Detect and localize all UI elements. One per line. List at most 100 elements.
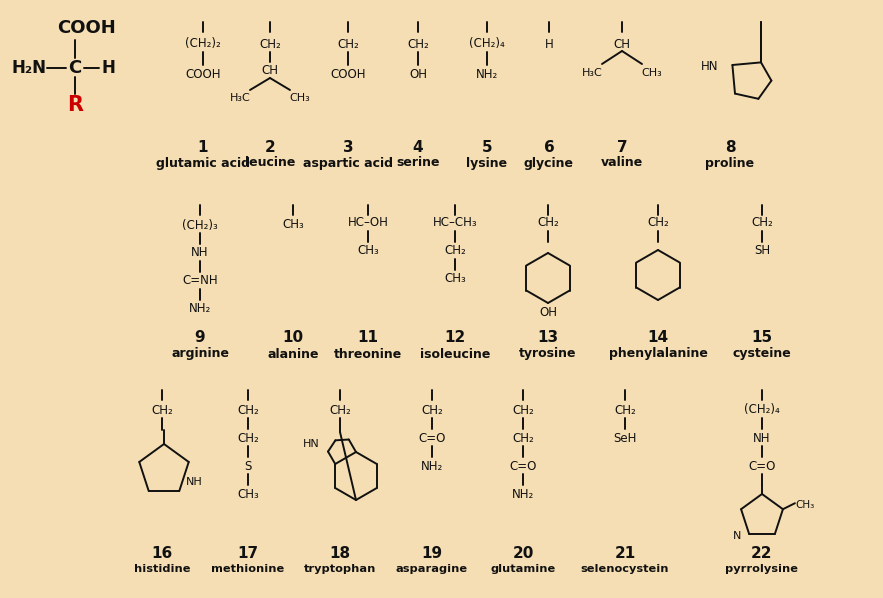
Text: C: C xyxy=(68,59,81,77)
Text: S: S xyxy=(245,459,252,472)
Text: 8: 8 xyxy=(725,141,736,155)
Text: leucine: leucine xyxy=(245,157,295,169)
Text: arginine: arginine xyxy=(171,347,229,361)
Text: 13: 13 xyxy=(538,331,559,346)
Text: 9: 9 xyxy=(194,331,206,346)
Text: C=O: C=O xyxy=(419,432,446,444)
Text: CH₃: CH₃ xyxy=(357,245,379,258)
Text: 7: 7 xyxy=(616,141,627,155)
Text: (CH₂)₄: (CH₂)₄ xyxy=(744,404,780,416)
Text: CH₂: CH₂ xyxy=(751,216,773,230)
Text: CH₂: CH₂ xyxy=(407,38,429,50)
Text: cysteine: cysteine xyxy=(733,347,791,361)
Text: HC–CH₃: HC–CH₃ xyxy=(433,216,478,230)
Text: 16: 16 xyxy=(151,545,172,560)
Text: CH₃: CH₃ xyxy=(642,68,662,78)
Text: SH: SH xyxy=(754,245,770,258)
Text: phenylalanine: phenylalanine xyxy=(608,347,707,361)
Text: glycine: glycine xyxy=(524,157,574,169)
Text: 6: 6 xyxy=(544,141,555,155)
Text: HN: HN xyxy=(701,60,719,74)
Text: aspartic acid: aspartic acid xyxy=(303,157,393,169)
Text: CH: CH xyxy=(261,65,278,78)
Text: 3: 3 xyxy=(343,141,353,155)
Text: histidine: histidine xyxy=(133,564,190,574)
Text: CH₂: CH₂ xyxy=(329,404,351,416)
Text: CH₂: CH₂ xyxy=(537,216,559,230)
Text: valine: valine xyxy=(600,157,643,169)
Text: CH₂: CH₂ xyxy=(337,38,358,50)
Text: glutamine: glutamine xyxy=(490,564,555,574)
Text: SeH: SeH xyxy=(614,432,637,444)
Text: CH₂: CH₂ xyxy=(238,404,259,416)
Text: methionine: methionine xyxy=(211,564,284,574)
Text: alanine: alanine xyxy=(268,347,319,361)
Text: H: H xyxy=(101,59,115,77)
Text: OH: OH xyxy=(409,68,427,81)
Text: pyrrolysine: pyrrolysine xyxy=(726,564,798,574)
Text: CH₃: CH₃ xyxy=(444,273,466,285)
Text: CH₂: CH₂ xyxy=(151,404,173,416)
Text: 15: 15 xyxy=(751,331,773,346)
Text: CH₂: CH₂ xyxy=(512,404,534,416)
Text: 21: 21 xyxy=(615,545,636,560)
Text: (CH₂)₃: (CH₂)₃ xyxy=(182,218,218,231)
Text: proline: proline xyxy=(706,157,755,169)
Text: CH₂: CH₂ xyxy=(444,245,466,258)
Text: NH: NH xyxy=(192,246,208,260)
Text: 11: 11 xyxy=(358,331,379,346)
Text: CH₂: CH₂ xyxy=(614,404,636,416)
Text: 22: 22 xyxy=(751,545,773,560)
Text: tyrosine: tyrosine xyxy=(519,347,577,361)
Text: C=O: C=O xyxy=(748,459,775,472)
Text: 5: 5 xyxy=(482,141,493,155)
Text: threonine: threonine xyxy=(334,347,402,361)
Text: CH₃: CH₃ xyxy=(283,218,304,231)
Text: 12: 12 xyxy=(444,331,465,346)
Text: 1: 1 xyxy=(198,141,208,155)
Text: NH₂: NH₂ xyxy=(512,487,534,501)
Text: 17: 17 xyxy=(238,545,259,560)
Text: 2: 2 xyxy=(265,141,275,155)
Text: C=O: C=O xyxy=(509,459,537,472)
Text: HN: HN xyxy=(303,440,320,449)
Text: R: R xyxy=(67,95,83,115)
Text: selenocystein: selenocystein xyxy=(581,564,669,574)
Text: 20: 20 xyxy=(512,545,533,560)
Text: NH₂: NH₂ xyxy=(476,68,498,81)
Text: NH: NH xyxy=(753,432,771,444)
Text: isoleucine: isoleucine xyxy=(419,347,490,361)
Text: CH₂: CH₂ xyxy=(647,216,669,230)
Text: CH₂: CH₂ xyxy=(421,404,443,416)
Text: COOH: COOH xyxy=(330,68,366,81)
Text: OH: OH xyxy=(539,307,557,319)
Text: H₂N: H₂N xyxy=(11,59,47,77)
Text: NH₂: NH₂ xyxy=(421,459,443,472)
Text: 4: 4 xyxy=(412,141,423,155)
Text: COOH: COOH xyxy=(57,19,117,37)
Text: 10: 10 xyxy=(283,331,304,346)
Text: H: H xyxy=(545,38,554,50)
Text: HC–OH: HC–OH xyxy=(348,216,389,230)
Text: N: N xyxy=(733,531,741,541)
Text: glutamic acid: glutamic acid xyxy=(156,157,250,169)
Text: COOH: COOH xyxy=(185,68,221,81)
Text: H₃C: H₃C xyxy=(230,93,251,103)
Text: CH₃: CH₃ xyxy=(290,93,311,103)
Text: (CH₂)₂: (CH₂)₂ xyxy=(185,38,221,50)
Text: CH₂: CH₂ xyxy=(512,432,534,444)
Text: lysine: lysine xyxy=(466,157,508,169)
Text: 18: 18 xyxy=(329,545,351,560)
Text: 19: 19 xyxy=(421,545,442,560)
Text: CH₃: CH₃ xyxy=(238,487,259,501)
Text: 14: 14 xyxy=(647,331,668,346)
Text: H₃C: H₃C xyxy=(582,68,602,78)
Text: NH₂: NH₂ xyxy=(189,303,211,316)
Text: CH₂: CH₂ xyxy=(238,432,259,444)
Text: (CH₂)₄: (CH₂)₄ xyxy=(469,38,505,50)
Text: tryptophan: tryptophan xyxy=(304,564,376,574)
Text: serine: serine xyxy=(396,157,440,169)
Text: NH: NH xyxy=(186,477,203,487)
Text: CH₃: CH₃ xyxy=(796,500,814,510)
Text: CH: CH xyxy=(614,38,630,50)
